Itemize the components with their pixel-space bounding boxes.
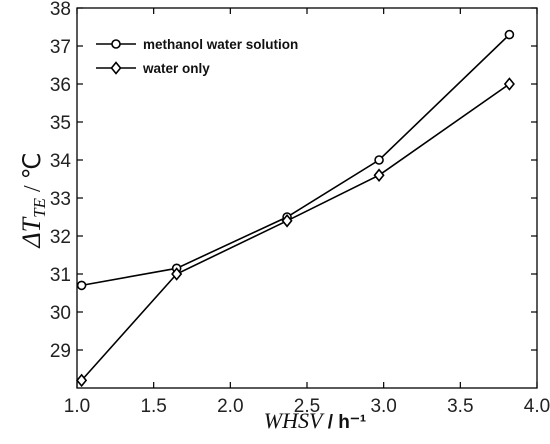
x-tick-label: 3.5 <box>447 396 473 417</box>
x-axis: 1.0 1.5 2.0 2.5 3.0 3.5 4.0 <box>64 8 550 417</box>
x-tick-label: 1.5 <box>140 396 166 417</box>
y-tick-label: 37 <box>50 37 71 58</box>
y-axis-title: ΔTTE / ℃ <box>17 152 49 248</box>
y-tick-label: 34 <box>50 151 72 172</box>
x-tick-label: 4.0 <box>524 396 550 417</box>
data-point-diamond <box>76 373 88 388</box>
y-tick-label: 29 <box>50 341 71 362</box>
y-axis-title-symbol: ΔT <box>17 216 46 248</box>
y-axis: 29 30 31 32 33 34 35 36 37 38 <box>50 0 537 362</box>
x-tick-label: 1.0 <box>64 396 90 417</box>
data-point-diamond <box>171 267 183 281</box>
data-point-diamond <box>281 214 293 228</box>
legend-label-methanol: methanol water solution <box>143 37 298 52</box>
y-tick-label: 33 <box>50 189 71 210</box>
y-tick-label: 31 <box>50 265 71 286</box>
data-point-circle <box>504 29 515 40</box>
x-axis-title-unit: / h⁻¹ <box>322 412 366 433</box>
x-tick-label: 2.0 <box>217 396 243 417</box>
y-tick-label: 32 <box>50 227 71 248</box>
series-layer <box>76 29 515 388</box>
legend-label-water: water only <box>142 61 210 76</box>
data-point-circle <box>374 155 384 165</box>
y-tick-label: 38 <box>50 0 71 20</box>
series-line <box>81 83 510 381</box>
x-tick-label: 3.0 <box>370 396 396 417</box>
y-tick-label: 35 <box>50 113 71 134</box>
data-point-diamond <box>503 77 515 91</box>
series-water-only <box>76 77 515 388</box>
x-axis-title-italic: WHSV <box>264 408 325 433</box>
y-tick-label: 36 <box>50 75 71 96</box>
y-axis-title-subscript: TE <box>30 197 49 217</box>
y-tick-label: 30 <box>50 303 71 324</box>
legend: methanol water solution water only <box>96 37 298 76</box>
data-point-circle <box>76 280 87 291</box>
legend-marker-circle <box>111 39 121 49</box>
data-point-diamond <box>373 168 385 182</box>
y-axis-title-unit: / ℃ <box>20 152 46 198</box>
x-axis-title: WHSV / h⁻¹ <box>264 408 366 433</box>
x-tick-label: 2.5 <box>294 396 320 417</box>
legend-marker-diamond <box>110 61 122 75</box>
